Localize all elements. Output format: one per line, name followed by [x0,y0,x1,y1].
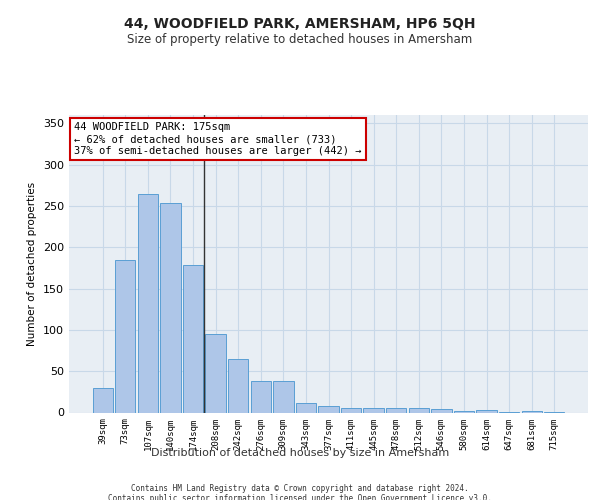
Bar [115,260,136,412]
Bar [92,388,113,412]
Bar [521,411,542,412]
Bar [319,406,338,412]
Bar [205,334,226,412]
Bar [251,381,271,412]
Bar [454,411,474,412]
Bar [273,381,293,412]
Text: 44, WOODFIELD PARK, AMERSHAM, HP6 5QH: 44, WOODFIELD PARK, AMERSHAM, HP6 5QH [124,18,476,32]
Text: Contains public sector information licensed under the Open Government Licence v3: Contains public sector information licen… [108,494,492,500]
Text: Distribution of detached houses by size in Amersham: Distribution of detached houses by size … [151,448,449,458]
Bar [386,408,406,412]
Bar [183,266,203,412]
Bar [476,410,497,412]
Y-axis label: Number of detached properties: Number of detached properties [28,182,37,346]
Bar [160,204,181,412]
Text: Size of property relative to detached houses in Amersham: Size of property relative to detached ho… [127,32,473,46]
Bar [409,408,429,412]
Text: Contains HM Land Registry data © Crown copyright and database right 2024.: Contains HM Land Registry data © Crown c… [131,484,469,493]
Bar [364,408,384,412]
Bar [431,409,452,412]
Text: 44 WOODFIELD PARK: 175sqm
← 62% of detached houses are smaller (733)
37% of semi: 44 WOODFIELD PARK: 175sqm ← 62% of detac… [74,122,362,156]
Bar [341,408,361,412]
Bar [296,404,316,412]
Bar [228,359,248,412]
Bar [138,194,158,412]
